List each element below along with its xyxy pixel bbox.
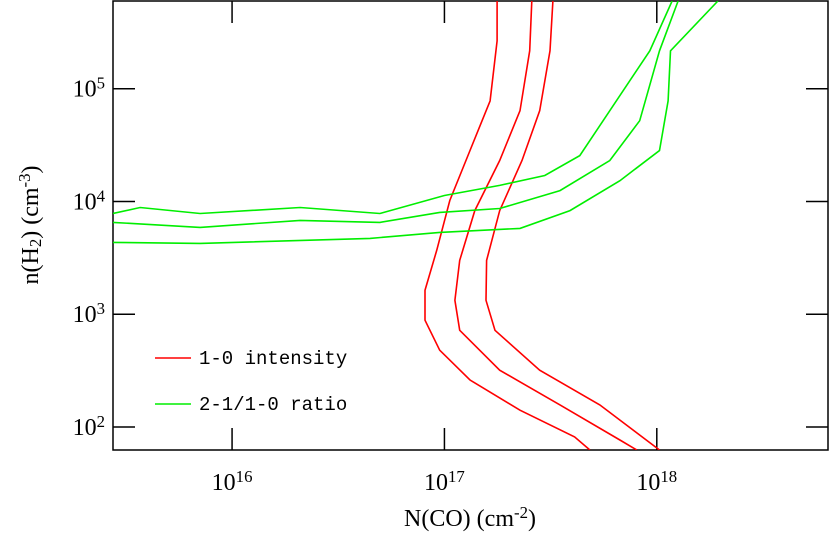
y-tick-label: 105	[73, 74, 105, 103]
y-tick-label: 104	[73, 187, 106, 216]
contour-line	[454, 1, 638, 450]
x-tick-label: 1017	[424, 467, 465, 496]
y-tick-label: 102	[73, 412, 105, 441]
contour-line	[113, 1, 679, 229]
plot-frame	[112, 0, 829, 451]
contour-line	[113, 1, 673, 215]
x-tick-label: 1018	[636, 467, 677, 496]
y-axis-label: n(H2) (cm-3)	[15, 165, 45, 284]
legend-label: 2-1/1-0 ratio	[199, 394, 347, 416]
legend-label: 1-0 intensity	[199, 348, 347, 370]
x-axis-label: N(CO) (cm-2)	[404, 503, 536, 532]
contour-line	[485, 1, 660, 450]
contour-line	[113, 1, 719, 245]
y-tick-label: 103	[73, 300, 105, 329]
contour-line	[424, 1, 591, 450]
x-tick-label: 1016	[212, 467, 253, 496]
